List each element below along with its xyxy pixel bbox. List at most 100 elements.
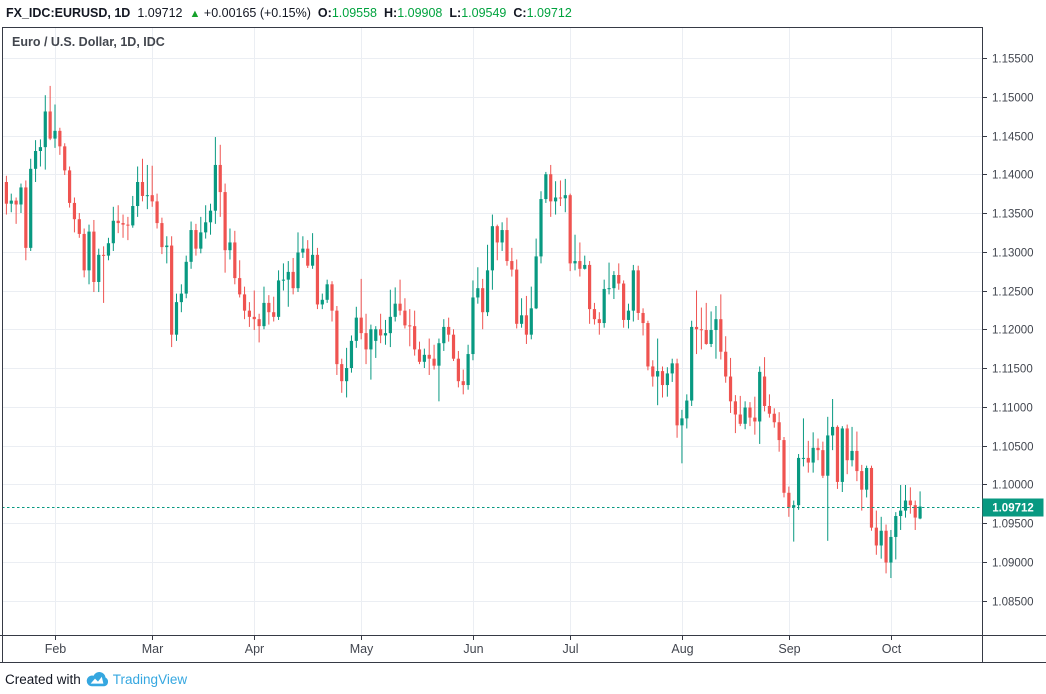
candle-body bbox=[77, 219, 81, 234]
candle-body bbox=[865, 467, 869, 490]
candle-body bbox=[787, 492, 791, 508]
candle-body bbox=[519, 315, 524, 324]
candle-body bbox=[218, 164, 222, 193]
candle-body bbox=[267, 302, 271, 313]
price-tick-label: 1.09500 bbox=[992, 519, 1034, 531]
candle-body bbox=[19, 187, 23, 205]
price-tick-label: 1.10500 bbox=[992, 442, 1034, 454]
candle-body bbox=[67, 170, 72, 203]
candle-body bbox=[782, 440, 786, 493]
candle-body bbox=[48, 111, 52, 139]
candle-body bbox=[111, 220, 115, 244]
candle-body bbox=[281, 279, 286, 281]
candle-body bbox=[850, 450, 854, 461]
candle-body bbox=[777, 422, 781, 441]
candle-body bbox=[38, 147, 43, 151]
candle-body bbox=[213, 164, 217, 211]
tradingview-logo-icon[interactable] bbox=[86, 671, 108, 687]
candle-body bbox=[806, 457, 810, 463]
candle-body bbox=[150, 195, 154, 202]
candle-body bbox=[913, 505, 917, 518]
time-tick-label: Sep bbox=[778, 642, 800, 656]
price-tick-label: 1.11000 bbox=[992, 403, 1033, 415]
candle-body bbox=[558, 197, 563, 199]
pane-title[interactable]: Euro / U.S. Dollar, 1D, IDC bbox=[12, 35, 165, 49]
price-tick-label: 1.14500 bbox=[992, 132, 1034, 144]
candle-body bbox=[4, 182, 8, 204]
close-label: C: bbox=[513, 6, 527, 20]
chart-legend[interactable]: FX_IDC:EURUSD, 1D 1.09712 ▲ +0.00165 (+0.1… bbox=[6, 3, 572, 23]
candle-body bbox=[345, 368, 349, 382]
candle-body bbox=[223, 192, 227, 251]
price-tick-label: 1.12000 bbox=[992, 325, 1034, 337]
candle-body bbox=[656, 371, 660, 377]
candle-body bbox=[466, 354, 470, 386]
candle-body bbox=[874, 527, 878, 546]
candle-body bbox=[607, 288, 611, 290]
candle-body bbox=[544, 174, 548, 200]
candle-body bbox=[709, 330, 713, 344]
chart-pane[interactable] bbox=[2, 27, 982, 635]
candle-body bbox=[29, 168, 33, 248]
time-scale[interactable] bbox=[0, 636, 1046, 662]
candle-body bbox=[155, 201, 159, 224]
candle-body bbox=[340, 364, 344, 382]
candle-body bbox=[631, 270, 635, 311]
candle-body bbox=[845, 428, 849, 461]
price-tick-label: 1.09000 bbox=[992, 558, 1034, 570]
candle-body bbox=[349, 340, 354, 368]
candle-body bbox=[869, 467, 874, 528]
symbol-title[interactable]: FX_IDC:EURUSD, 1D bbox=[6, 6, 131, 20]
candle-body bbox=[242, 294, 247, 311]
candle-body bbox=[612, 275, 616, 289]
candle-body bbox=[174, 302, 179, 335]
candle-body bbox=[247, 310, 251, 317]
candle-body bbox=[369, 329, 373, 350]
candle-body bbox=[733, 401, 737, 415]
time-tick-label: Oct bbox=[882, 642, 902, 656]
candle-body bbox=[383, 333, 388, 336]
tradingview-brand-link[interactable]: TradingView bbox=[112, 671, 188, 687]
candle-body bbox=[563, 195, 567, 199]
candle-body bbox=[602, 288, 606, 324]
candle-body bbox=[72, 202, 77, 220]
candle-body bbox=[724, 351, 728, 377]
candle-body bbox=[310, 254, 315, 266]
candle-body bbox=[660, 371, 665, 386]
candle-body bbox=[233, 242, 237, 279]
candle-body bbox=[490, 226, 494, 271]
candle-body bbox=[24, 187, 28, 248]
candle-body bbox=[831, 426, 835, 436]
candle-body bbox=[417, 349, 422, 362]
low-label: L: bbox=[449, 6, 462, 20]
up-arrow-icon: ▲ bbox=[189, 8, 201, 20]
last-price-label-text: 1.09712 bbox=[992, 503, 1034, 515]
candle-body bbox=[860, 471, 864, 490]
candle-body bbox=[106, 243, 111, 256]
candle-body bbox=[451, 334, 456, 359]
candle-body bbox=[573, 261, 577, 264]
candle-body bbox=[758, 371, 762, 422]
candle-body bbox=[170, 245, 174, 335]
candle-body bbox=[485, 270, 490, 313]
candle-body bbox=[102, 254, 106, 256]
candle-body bbox=[796, 457, 801, 506]
price-tick-label: 1.15500 bbox=[992, 54, 1034, 66]
candle-body bbox=[116, 220, 120, 224]
candle-body bbox=[481, 288, 485, 313]
candle-body bbox=[228, 242, 232, 251]
candle-body bbox=[427, 354, 431, 359]
price-tick-label: 1.15000 bbox=[992, 93, 1034, 105]
candle-body bbox=[821, 450, 825, 476]
candle-body bbox=[622, 283, 626, 320]
time-tick-label: Jul bbox=[563, 642, 579, 656]
candle-body bbox=[33, 151, 38, 169]
candle-body bbox=[393, 303, 397, 317]
candle-body bbox=[767, 405, 772, 414]
candle-body bbox=[262, 302, 266, 327]
open-label: O: bbox=[317, 6, 332, 20]
price-scale[interactable] bbox=[983, 27, 1046, 635]
candle-body bbox=[855, 450, 859, 472]
last-price-label-badge bbox=[982, 498, 1044, 517]
